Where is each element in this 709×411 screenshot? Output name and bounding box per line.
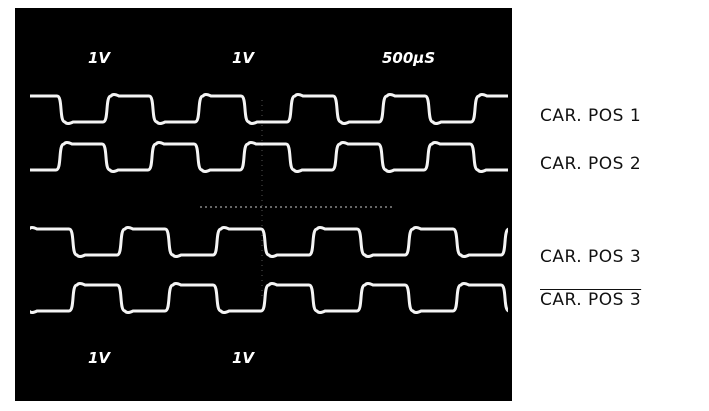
scope-screen — [15, 8, 512, 401]
channel-label: CAR. POS 3 — [540, 290, 642, 310]
trace — [30, 226, 508, 258]
trace — [30, 93, 508, 125]
scope-label: 1V — [232, 49, 255, 67]
trace — [30, 141, 508, 173]
channel-label: CAR. POS 3 — [540, 247, 642, 267]
scope-label: 1V — [232, 349, 255, 367]
scope-label: 1V — [88, 349, 111, 367]
channel-label: CAR. POS 2 — [540, 154, 642, 174]
scope-label: 1V — [88, 49, 111, 67]
scope-label: 500µS — [382, 49, 435, 67]
trace — [30, 282, 508, 314]
traces — [30, 93, 508, 314]
channel-label: CAR. POS 1 — [540, 106, 642, 126]
